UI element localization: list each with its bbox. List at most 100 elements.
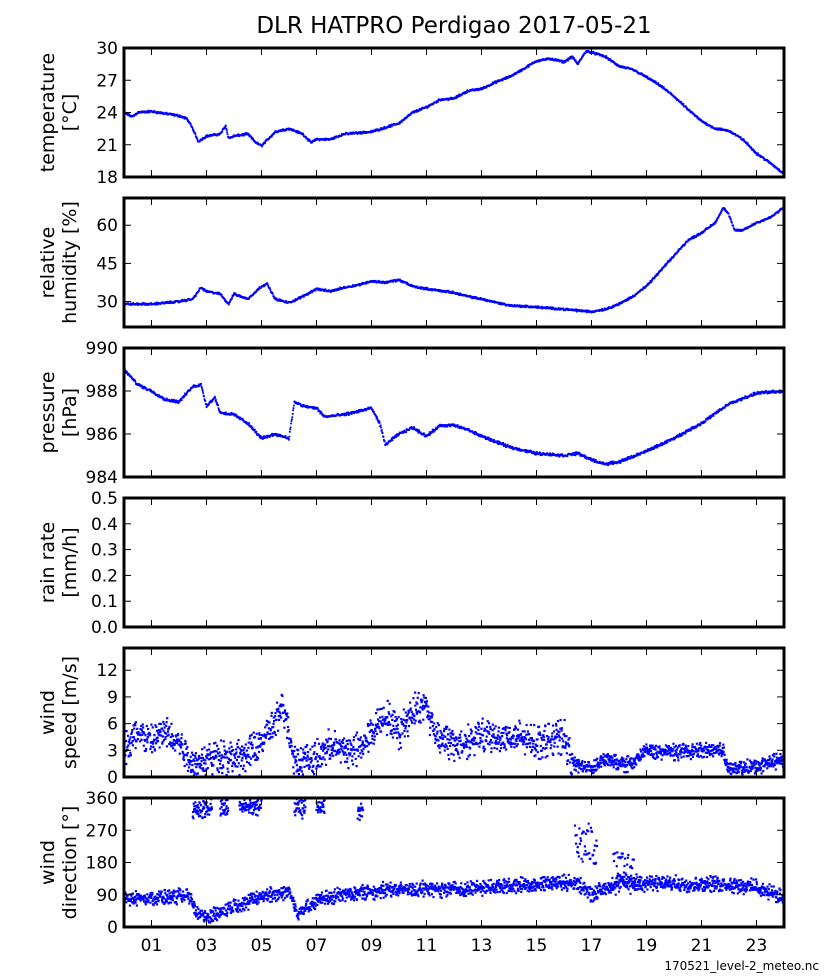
data-point	[567, 455, 569, 457]
data-point	[198, 290, 200, 292]
data-point	[129, 752, 131, 754]
panel-frame	[124, 48, 784, 177]
y-tick-label: 60	[96, 216, 118, 236]
data-point	[176, 400, 178, 402]
data-point	[740, 136, 742, 138]
data-point	[127, 744, 129, 746]
y-axis-label: [mm/h]	[59, 527, 81, 597]
data-point	[264, 142, 266, 144]
footer-filename: 170521_level-2_meteo.nc	[664, 959, 819, 973]
data-point	[289, 431, 291, 433]
y-tick-label: 30	[96, 39, 118, 59]
data-point	[730, 218, 732, 220]
data-point	[221, 131, 223, 133]
data-point	[192, 127, 194, 129]
data-point	[488, 437, 490, 439]
y-tick-label: 27	[96, 71, 118, 91]
data-point	[705, 421, 707, 423]
y-axis-label: [°C]	[59, 94, 81, 132]
data-point	[380, 425, 382, 427]
data-point	[256, 431, 258, 433]
data-point	[732, 225, 734, 227]
data-point	[398, 434, 400, 436]
y-axis-label: pressure	[37, 371, 59, 453]
y-tick-label: 0.5	[91, 489, 118, 509]
data-point	[134, 380, 136, 382]
data-point	[195, 295, 197, 297]
data-point	[380, 427, 382, 429]
data-point	[574, 454, 576, 456]
data-point	[376, 418, 378, 420]
y-tick-label: 990	[86, 339, 118, 359]
data-point	[226, 129, 228, 131]
data-point	[457, 424, 459, 426]
data-point	[193, 130, 195, 132]
data-point	[290, 427, 292, 429]
data-point	[216, 403, 218, 405]
data-point	[202, 391, 204, 393]
data-point	[211, 401, 213, 403]
data-point	[384, 440, 386, 442]
data-point	[378, 420, 380, 422]
data-point	[731, 222, 733, 224]
data-point	[197, 139, 199, 141]
data-point	[225, 125, 227, 127]
data-point	[381, 429, 383, 431]
y-tick-label: 0.3	[91, 541, 118, 561]
y-tick-label: 984	[86, 468, 118, 488]
data-point	[203, 395, 205, 397]
data-points	[123, 50, 784, 175]
data-point	[127, 735, 129, 737]
y-tick-label: 0.4	[91, 515, 118, 535]
data-point	[221, 294, 223, 296]
panel-frame	[124, 198, 784, 327]
data-point	[291, 420, 293, 422]
data-point	[288, 439, 290, 441]
data-points	[123, 207, 784, 314]
data-point	[595, 459, 597, 461]
data-point	[536, 451, 538, 453]
data-point	[395, 436, 397, 438]
y-tick-label: 0.1	[91, 592, 118, 612]
y-tick-label: 18	[96, 168, 118, 188]
y-axis-label: humidity [%]	[59, 201, 81, 324]
data-points	[123, 368, 784, 466]
data-point	[226, 131, 228, 133]
data-point	[289, 436, 291, 438]
data-point	[533, 451, 535, 453]
y-axis-label: temperature	[37, 53, 59, 172]
data-point	[190, 124, 192, 126]
data-point	[292, 413, 294, 415]
data-point	[141, 385, 143, 387]
data-point	[392, 439, 394, 441]
data-point	[125, 763, 127, 765]
data-point	[262, 438, 264, 440]
data-point	[290, 423, 292, 425]
panel-frame	[124, 498, 784, 627]
data-point	[254, 429, 256, 431]
data-point	[657, 274, 659, 276]
data-point	[685, 433, 687, 435]
data-point	[292, 409, 294, 411]
y-tick-label: 0.2	[91, 566, 118, 586]
data-point	[272, 293, 274, 295]
data-point	[376, 416, 378, 418]
data-point	[293, 405, 295, 407]
data-point	[179, 401, 181, 403]
data-point	[126, 730, 128, 732]
data-point	[507, 444, 509, 446]
data-point	[661, 269, 663, 271]
data-point	[225, 412, 227, 414]
data-point	[217, 404, 219, 406]
data-point	[757, 152, 759, 154]
data-point	[713, 415, 715, 417]
data-point	[732, 402, 734, 404]
data-point	[728, 213, 730, 215]
y-tick-label: 24	[96, 104, 118, 124]
data-point	[195, 133, 197, 135]
data-point	[605, 55, 607, 57]
data-point	[303, 296, 305, 298]
